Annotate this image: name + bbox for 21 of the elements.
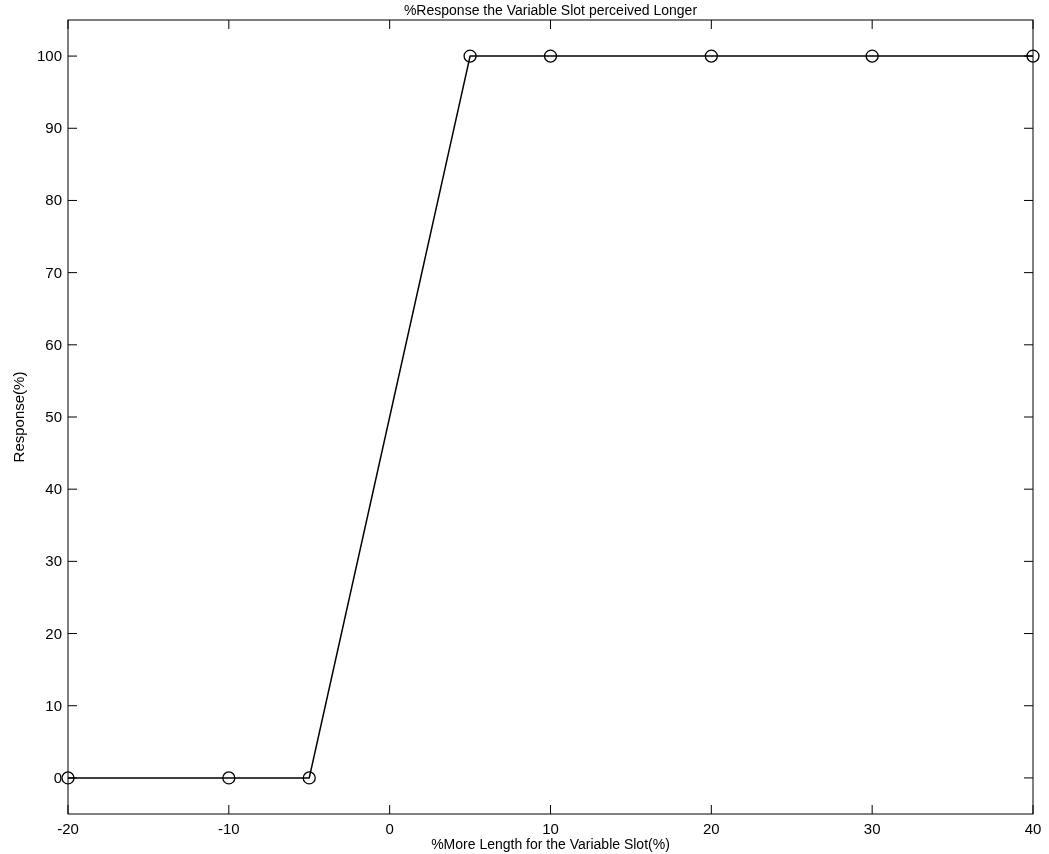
y-tick-label: 30 <box>45 552 62 570</box>
y-tick-label: 60 <box>45 335 62 353</box>
x-tick-label: -10 <box>217 820 240 837</box>
x-axis-title: %More Length for the Variable Slot(%) <box>431 836 670 852</box>
y-tick-label: 80 <box>45 191 62 209</box>
x-tick-label: 40 <box>1024 820 1042 837</box>
y-tick-label: 10 <box>45 696 62 714</box>
y-tick-label: 20 <box>45 624 62 642</box>
x-tick-label: 10 <box>542 820 559 837</box>
y-tick-label: 100 <box>36 47 62 65</box>
x-tick-label: 30 <box>863 820 881 837</box>
y-tick-label: 0 <box>53 768 62 786</box>
x-tick-label: 0 <box>385 820 394 837</box>
chart-title: %Response the Variable Slot perceived Longer <box>403 2 698 18</box>
x-tick-label: -20 <box>57 820 79 837</box>
x-tick-label: 20 <box>702 820 720 837</box>
y-tick-label: 40 <box>45 480 62 498</box>
y-tick-label: 50 <box>45 408 62 425</box>
y-axis-title: Response(%) <box>10 371 27 463</box>
y-tick-label: 70 <box>45 263 62 281</box>
y-tick-label: 90 <box>45 119 62 137</box>
